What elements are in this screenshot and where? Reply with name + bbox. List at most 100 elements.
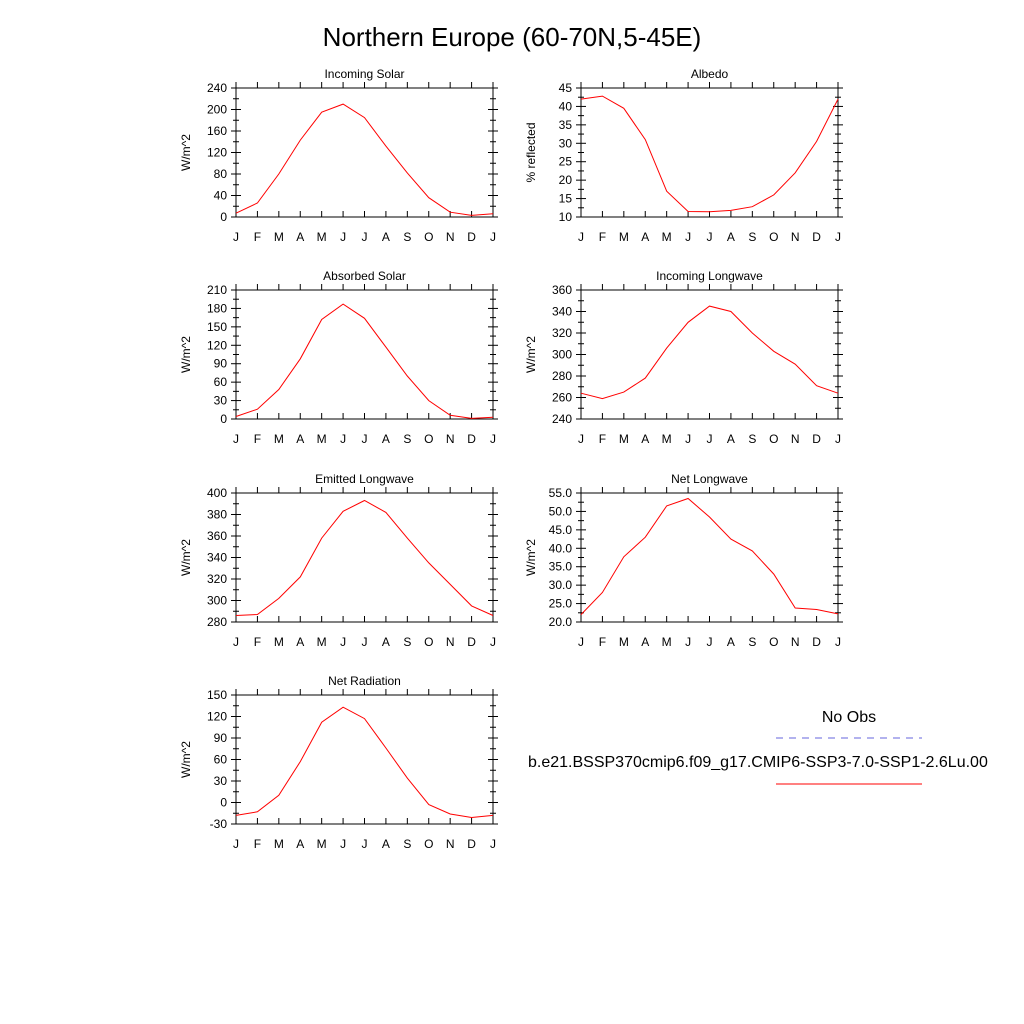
net-longwave-y-tick-label: 30.0 [549, 578, 573, 592]
albedo-x-tick-label: F [599, 230, 606, 244]
incoming-solar-x-tick-label: A [296, 230, 304, 244]
incoming-solar-x-tick-label: S [403, 230, 411, 244]
page-title: Northern Europe (60-70N,5-45E) [323, 22, 702, 52]
albedo-plot-frame [580, 87, 839, 218]
absorbed-solar-x-tick-label: J [362, 432, 368, 446]
incoming-longwave-x-tick-label: M [619, 432, 629, 446]
net-radiation-x-tick-label: M [274, 837, 284, 851]
incoming-longwave-x-tick-label: J [707, 432, 713, 446]
net-longwave-y-tick-label: 35.0 [549, 560, 573, 574]
albedo-y-tick-label: 15 [559, 192, 573, 206]
incoming-longwave-y-tick-label: 280 [552, 369, 572, 383]
absorbed-solar-y-tick-label: 150 [207, 320, 227, 334]
net-longwave-x-tick-label: N [791, 635, 800, 649]
net-longwave-plot-frame [580, 492, 839, 623]
albedo-x-tick-label: J [707, 230, 713, 244]
net-longwave-x-tick-label: J [578, 635, 584, 649]
incoming-solar-x-tick-label: M [274, 230, 284, 244]
incoming-longwave-x-tick-label: J [578, 432, 584, 446]
absorbed-solar-x-tick-label: N [446, 432, 455, 446]
incoming-solar-y-tick-label: 240 [207, 81, 227, 95]
net-radiation-y-tick-label: 60 [214, 753, 228, 767]
net-radiation-x-tick-label: M [317, 837, 327, 851]
emitted-longwave-y-tick-label: 280 [207, 615, 227, 629]
incoming-solar-x-tick-label: M [317, 230, 327, 244]
net-longwave-x-tick-label: A [641, 635, 649, 649]
absorbed-solar-y-tick-label: 0 [220, 412, 227, 426]
emitted-longwave-y-tick-label: 300 [207, 594, 227, 608]
absorbed-solar-y-axis-label: W/m^2 [179, 336, 193, 373]
net-longwave-y-tick-label: 20.0 [549, 615, 573, 629]
net-radiation-x-tick-label: J [340, 837, 346, 851]
absorbed-solar-x-tick-label: M [317, 432, 327, 446]
net-longwave-y-tick-label: 40.0 [549, 541, 573, 555]
albedo-x-tick-label: D [812, 230, 821, 244]
incoming-solar-x-tick-label: J [340, 230, 346, 244]
incoming-longwave-y-tick-label: 360 [552, 283, 572, 297]
net-radiation-x-tick-label: D [467, 837, 476, 851]
absorbed-solar-y-tick-label: 60 [214, 375, 228, 389]
absorbed-solar-title: Absorbed Solar [323, 269, 406, 283]
emitted-longwave-series-line [235, 499, 494, 616]
absorbed-solar-x-tick-label: A [296, 432, 304, 446]
emitted-longwave-x-tick-label: J [233, 635, 239, 649]
albedo-y-tick-label: 30 [559, 136, 573, 150]
emitted-longwave-chart: Emitted Longwave W/m^2 280 300 320 340 360 380 4… [179, 472, 498, 649]
albedo-x-tick-label: N [791, 230, 800, 244]
absorbed-solar-y-tick-label: 180 [207, 301, 227, 315]
absorbed-solar-chart: Absorbed Solar W/m^2 0 30 60 90 120 150 180 210 J F… [179, 269, 498, 446]
incoming-longwave-x-tick-label: O [769, 432, 778, 446]
net-radiation-x-tick-label: F [254, 837, 261, 851]
incoming-solar-y-tick-label: 160 [207, 124, 227, 138]
albedo-series-line [580, 95, 839, 213]
incoming-longwave-y-tick-label: 240 [552, 412, 572, 426]
incoming-longwave-y-axis-label: W/m^2 [524, 336, 538, 373]
albedo-x-tick-label: M [619, 230, 629, 244]
absorbed-solar-series-line [235, 303, 494, 419]
incoming-solar-x-tick-label: D [467, 230, 476, 244]
legend: No Obs b.e21.BSSP370cmip6.f09_g17.CMIP6-… [528, 709, 988, 785]
absorbed-solar-x-tick-label: J [340, 432, 346, 446]
net-radiation-series-line [235, 706, 494, 819]
emitted-longwave-title: Emitted Longwave [315, 472, 414, 486]
net-radiation-x-tick-label: O [424, 837, 433, 851]
emitted-longwave-y-tick-label: 320 [207, 572, 227, 586]
emitted-longwave-y-tick-label: 380 [207, 508, 227, 522]
incoming-solar-x-tick-label: J [490, 230, 496, 244]
emitted-longwave-x-tick-label: J [490, 635, 496, 649]
incoming-longwave-x-tick-label: J [835, 432, 841, 446]
incoming-longwave-series-line [580, 305, 839, 400]
emitted-longwave-x-tick-label: M [274, 635, 284, 649]
albedo-title: Albedo [691, 67, 729, 81]
albedo-x-tick-label: S [748, 230, 756, 244]
net-longwave-x-tick-label: M [619, 635, 629, 649]
net-radiation-title: Net Radiation [328, 674, 401, 688]
emitted-longwave-y-axis-label: W/m^2 [179, 539, 193, 576]
absorbed-solar-x-tick-label: F [254, 432, 261, 446]
absorbed-solar-y-tick-label: 210 [207, 283, 227, 297]
emitted-longwave-y-tick-label: 360 [207, 529, 227, 543]
incoming-solar-x-tick-label: J [233, 230, 239, 244]
absorbed-solar-x-tick-label: A [382, 432, 390, 446]
absorbed-solar-plot-frame [235, 289, 494, 420]
absorbed-solar-x-tick-label: J [233, 432, 239, 446]
incoming-solar-x-tick-label: F [254, 230, 261, 244]
net-radiation-x-tick-label: N [446, 837, 455, 851]
incoming-solar-x-tick-label: O [424, 230, 433, 244]
incoming-solar-x-tick-label: A [382, 230, 390, 244]
incoming-solar-y-tick-label: 120 [207, 146, 227, 160]
net-radiation-x-tick-label: S [403, 837, 411, 851]
albedo-x-tick-label: J [578, 230, 584, 244]
net-longwave-x-tick-label: A [727, 635, 735, 649]
emitted-longwave-plot-frame [235, 492, 494, 623]
incoming-solar-x-tick-label: J [362, 230, 368, 244]
net-longwave-x-tick-label: J [835, 635, 841, 649]
incoming-longwave-y-tick-label: 260 [552, 391, 572, 405]
net-radiation-x-tick-label: A [382, 837, 390, 851]
net-longwave-x-tick-label: J [685, 635, 691, 649]
albedo-x-tick-label: M [662, 230, 672, 244]
albedo-x-tick-label: J [685, 230, 691, 244]
